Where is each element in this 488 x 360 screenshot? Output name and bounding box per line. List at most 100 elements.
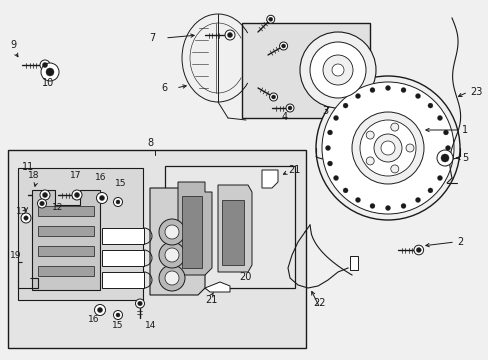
Text: 5: 5: [461, 153, 468, 163]
Circle shape: [116, 200, 120, 204]
Polygon shape: [262, 170, 278, 188]
Circle shape: [369, 87, 374, 93]
Text: 16: 16: [95, 173, 106, 182]
Bar: [102, 272, 143, 288]
Circle shape: [440, 154, 448, 162]
Circle shape: [333, 116, 338, 121]
Text: 17: 17: [70, 171, 81, 180]
Circle shape: [268, 17, 272, 21]
Circle shape: [400, 87, 405, 93]
Text: 4: 4: [282, 112, 287, 122]
Circle shape: [359, 120, 415, 176]
Circle shape: [343, 103, 347, 108]
Circle shape: [343, 188, 347, 193]
Circle shape: [159, 265, 184, 291]
Circle shape: [281, 44, 285, 48]
Text: 15: 15: [115, 179, 126, 188]
Circle shape: [271, 95, 275, 99]
Text: 22: 22: [313, 298, 325, 308]
Circle shape: [366, 157, 373, 165]
Circle shape: [113, 198, 122, 207]
Circle shape: [42, 193, 47, 198]
Circle shape: [385, 206, 390, 211]
Circle shape: [135, 299, 144, 308]
Circle shape: [309, 42, 365, 98]
Circle shape: [40, 190, 50, 200]
Circle shape: [373, 134, 401, 162]
Circle shape: [40, 201, 44, 206]
Circle shape: [46, 68, 54, 76]
Circle shape: [94, 305, 105, 315]
Circle shape: [400, 203, 405, 208]
Text: 6: 6: [162, 83, 168, 93]
Circle shape: [99, 195, 104, 201]
Circle shape: [224, 30, 235, 40]
Bar: [222, 200, 244, 265]
Circle shape: [327, 130, 332, 135]
Circle shape: [159, 219, 184, 245]
Text: 10: 10: [42, 78, 54, 88]
Circle shape: [331, 64, 343, 76]
Text: 16: 16: [88, 315, 99, 324]
Circle shape: [74, 193, 80, 198]
Circle shape: [366, 131, 373, 139]
Circle shape: [227, 32, 232, 37]
Text: 15: 15: [112, 320, 123, 329]
Circle shape: [427, 188, 432, 193]
Text: 14: 14: [145, 320, 156, 329]
Circle shape: [164, 225, 179, 239]
Circle shape: [40, 60, 50, 70]
Text: 13: 13: [16, 207, 27, 216]
Text: 21: 21: [287, 165, 300, 175]
Circle shape: [321, 82, 453, 214]
Circle shape: [355, 198, 360, 202]
Circle shape: [427, 103, 432, 108]
Circle shape: [416, 248, 420, 252]
Text: 18: 18: [28, 171, 40, 180]
Circle shape: [437, 116, 442, 121]
Circle shape: [445, 145, 449, 150]
Circle shape: [369, 203, 374, 208]
Circle shape: [287, 106, 291, 110]
Circle shape: [159, 242, 184, 268]
Bar: [164, 166, 294, 288]
Circle shape: [355, 94, 360, 99]
Circle shape: [138, 301, 142, 306]
Circle shape: [390, 165, 398, 173]
Text: 20: 20: [238, 272, 251, 282]
Bar: [38, 206, 94, 216]
Text: 12: 12: [52, 203, 63, 212]
Bar: [102, 250, 143, 266]
Circle shape: [333, 175, 338, 180]
Bar: [182, 196, 202, 268]
Bar: [242, 23, 369, 118]
Circle shape: [437, 176, 442, 180]
Bar: [8, 150, 305, 348]
Circle shape: [266, 15, 274, 23]
Text: 8: 8: [146, 138, 153, 148]
Bar: [18, 168, 142, 300]
Circle shape: [315, 76, 459, 220]
Circle shape: [327, 161, 332, 166]
Circle shape: [299, 32, 375, 108]
Text: 3: 3: [321, 106, 327, 116]
Circle shape: [325, 145, 330, 150]
Text: 19: 19: [10, 251, 21, 260]
Circle shape: [405, 144, 413, 152]
Circle shape: [164, 248, 179, 262]
Circle shape: [21, 213, 31, 223]
Circle shape: [24, 216, 28, 220]
Circle shape: [285, 104, 293, 112]
Polygon shape: [178, 182, 212, 275]
Text: 7: 7: [148, 33, 155, 43]
Text: 2: 2: [456, 237, 462, 247]
Polygon shape: [150, 188, 204, 295]
Circle shape: [385, 85, 390, 90]
Circle shape: [415, 198, 420, 202]
Text: 23: 23: [469, 87, 481, 97]
Polygon shape: [32, 190, 100, 290]
Circle shape: [42, 63, 47, 68]
Circle shape: [413, 245, 423, 255]
Circle shape: [72, 190, 82, 200]
Bar: [102, 228, 143, 244]
